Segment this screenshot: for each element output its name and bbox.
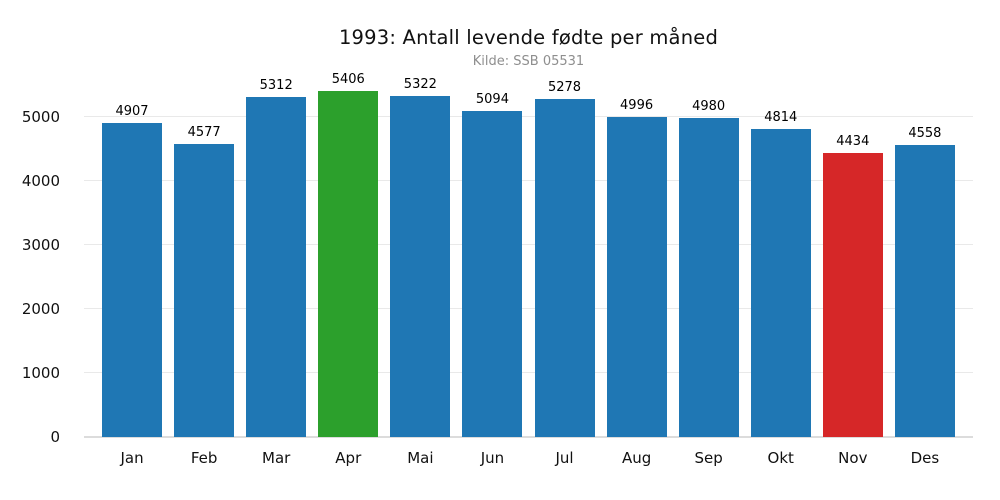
gridline-0 bbox=[84, 436, 973, 438]
bar-sep: 4980 bbox=[678, 99, 739, 437]
bar-slot-jul: 5278 bbox=[528, 75, 600, 437]
ytick-label-4000: 4000 bbox=[21, 171, 60, 190]
bar-slot-jun: 5094 bbox=[456, 75, 528, 437]
xtick-label-nov: Nov bbox=[838, 449, 868, 467]
bar-value-label-jul: 5278 bbox=[547, 80, 582, 96]
bar-slot-des: 4558 bbox=[889, 75, 961, 437]
bar-slot-sep: 4980 bbox=[673, 75, 745, 437]
bar-slot-jan: 4907 bbox=[96, 75, 168, 437]
bar-value-label-aug: 4996 bbox=[620, 98, 654, 114]
ytick-label-2000: 2000 bbox=[21, 299, 60, 318]
xtick-label-apr: Apr bbox=[335, 449, 362, 467]
gridline-1000 bbox=[84, 372, 973, 373]
bar-des: 4558 bbox=[894, 126, 955, 437]
xtick-label-jun: Jun bbox=[480, 449, 505, 467]
bar-nov: 4434 bbox=[822, 134, 883, 437]
bar-value-label-mai: 5322 bbox=[403, 77, 437, 93]
xtick-label-mar: Mar bbox=[262, 449, 291, 467]
xtick-label-aug: Aug bbox=[621, 449, 652, 467]
bar-value-label-des: 4558 bbox=[908, 126, 942, 142]
bar-jan: 4907 bbox=[102, 104, 163, 437]
bar-slot-mai: 5322 bbox=[384, 75, 456, 437]
xtick-label-okt: Okt bbox=[767, 449, 794, 467]
ytick-label-0: 0 bbox=[50, 428, 60, 446]
bars-row: 4907 4577 5312 5406 5322 5094 5278 4996 4980 4814… bbox=[84, 72, 973, 437]
bar-value-label-apr: 5406 bbox=[331, 72, 365, 87]
bar-aug: 4996 bbox=[606, 98, 667, 437]
chart-title: 1993: Antall levende fødte per måned bbox=[338, 26, 719, 49]
bar-value-label-feb: 4577 bbox=[187, 125, 221, 141]
xtick-label-jan: Jan bbox=[120, 449, 144, 467]
bar-value-label-okt: 4814 bbox=[764, 109, 798, 125]
bar-jun: 5094 bbox=[462, 92, 523, 437]
gridline-5000 bbox=[84, 116, 973, 117]
xtick-label-feb: Feb bbox=[190, 449, 218, 467]
gridline-2000 bbox=[84, 308, 973, 309]
bar-okt: 4814 bbox=[750, 110, 811, 437]
bar-value-label-mar: 5312 bbox=[259, 78, 293, 93]
bar-mai: 5322 bbox=[390, 77, 451, 437]
bar-value-label-sep: 4980 bbox=[692, 99, 726, 115]
xtick-label-des: Des bbox=[910, 449, 940, 467]
chart-subtitle: Kilde: SSB 05531 bbox=[472, 54, 585, 69]
bar-feb: 4577 bbox=[174, 125, 235, 437]
x-axis-tick-labels: Jan Feb Mar Apr Mai Jun Jul Aug Sep Okt Nov Des bbox=[84, 449, 973, 467]
plot-area: 4907 4577 5312 5406 5322 5094 5278 4996 4980 4814… bbox=[84, 72, 973, 438]
bar-slot-apr: 5406 bbox=[312, 72, 384, 437]
xtick-label-mai: Mai bbox=[407, 449, 434, 467]
bar-slot-aug: 4996 bbox=[601, 75, 673, 437]
ytick-label-3000: 3000 bbox=[21, 235, 60, 254]
bar-value-label-nov: 4434 bbox=[836, 134, 870, 150]
bar-slot-nov: 4434 bbox=[817, 75, 889, 437]
xtick-label-sep: Sep bbox=[694, 449, 723, 467]
bar-jul: 5278 bbox=[534, 80, 595, 437]
ytick-label-1000: 1000 bbox=[21, 363, 60, 382]
ytick-label-5000: 5000 bbox=[21, 107, 60, 126]
bar-slot-okt: 4814 bbox=[745, 75, 817, 437]
bar-slot-mar: 5312 bbox=[240, 75, 312, 437]
bar-value-label-jun: 5094 bbox=[475, 92, 509, 107]
bar-mar: 5312 bbox=[246, 78, 307, 437]
bar-apr: 5406 bbox=[318, 72, 379, 437]
gridline-3000 bbox=[84, 244, 973, 245]
bar-value-label-jan: 4907 bbox=[115, 103, 149, 119]
bar-slot-feb: 4577 bbox=[168, 75, 240, 437]
xtick-label-jul: Jul bbox=[555, 449, 574, 467]
gridline-4000 bbox=[84, 180, 973, 181]
